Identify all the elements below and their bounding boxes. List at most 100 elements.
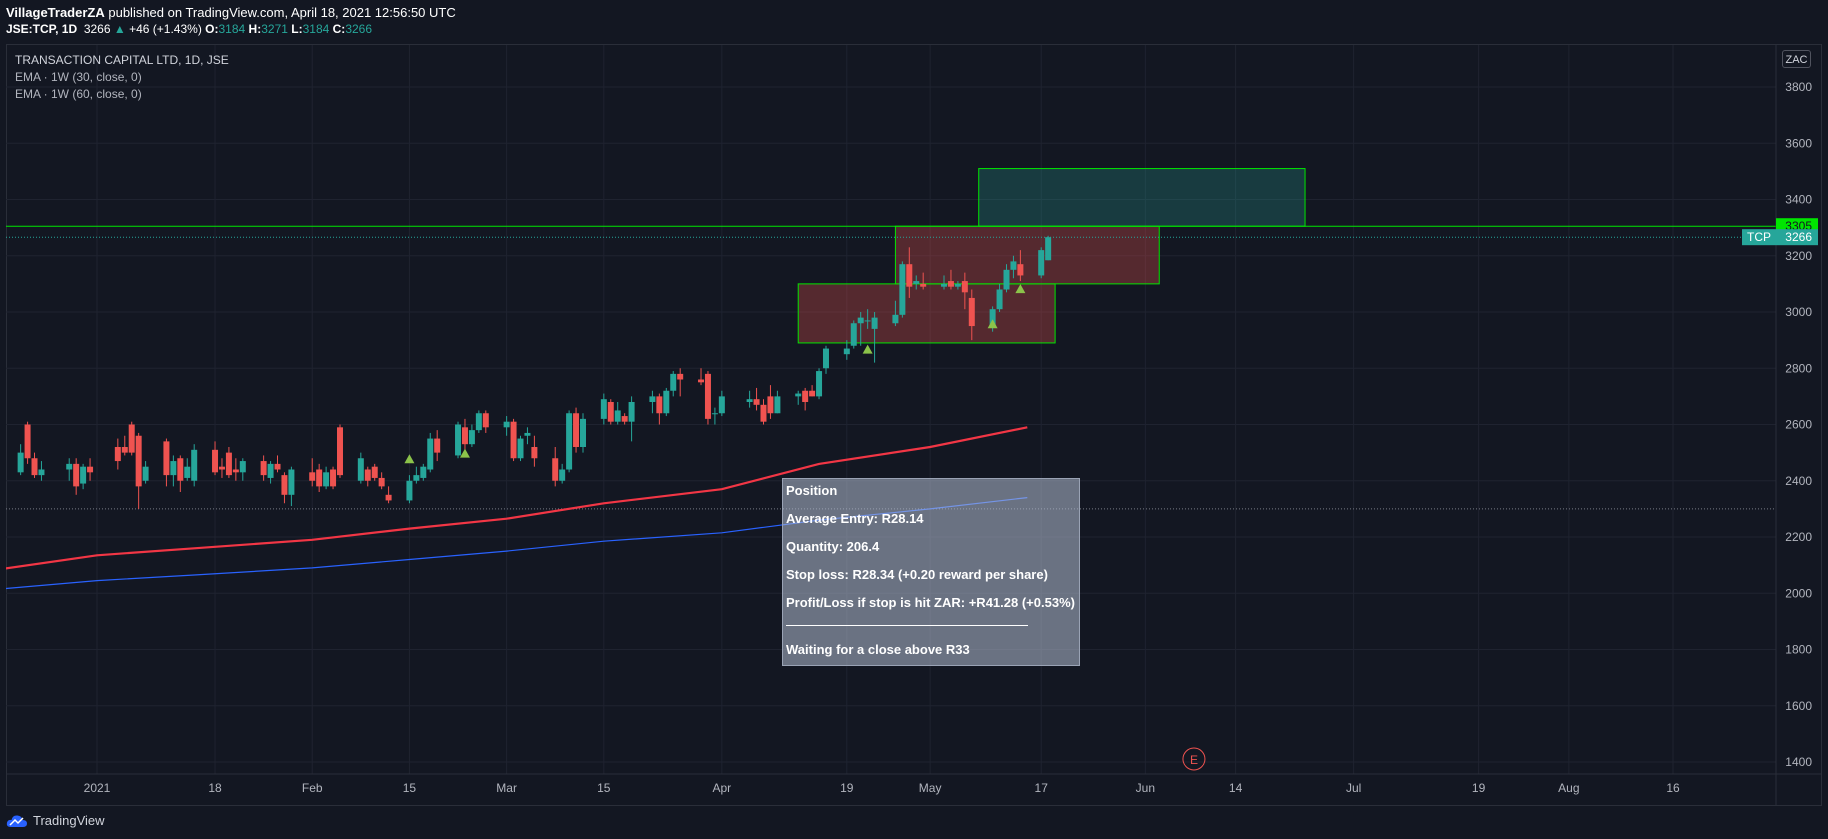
- note-quantity: Quantity: 206.4: [786, 539, 880, 554]
- candle-body: [378, 477, 385, 487]
- candle-body: [802, 390, 809, 402]
- candle-body: [704, 373, 711, 419]
- close-label: C:: [332, 22, 346, 36]
- last-price: 3266: [83, 22, 111, 36]
- candle-body: [760, 404, 767, 422]
- candle-body: [406, 480, 413, 501]
- y-tick-label: 1800: [1785, 643, 1812, 657]
- symbol-ohlc-line: JSE:TCP, 1D 3266 ▲ +46 (+1.43%) O:3184 H…: [6, 22, 372, 36]
- candle-body: [232, 469, 239, 473]
- candle-body: [274, 463, 281, 470]
- candle-body: [163, 441, 170, 476]
- note-waiting: Waiting for a close above R33: [786, 642, 970, 657]
- candle-body: [260, 461, 267, 476]
- candle-body: [913, 281, 920, 284]
- candle-body: [434, 438, 441, 453]
- earnings-marker-label: E: [1190, 753, 1198, 767]
- candle-body: [711, 413, 718, 415]
- x-tick-label: 2021: [84, 781, 111, 795]
- candle-body: [663, 390, 670, 414]
- x-tick-label: 14: [1229, 781, 1243, 795]
- legend-ema60[interactable]: EMA · 1W (60, close, 0): [15, 87, 142, 101]
- y-tick-label: 3200: [1785, 249, 1812, 263]
- x-tick-label: 15: [597, 781, 611, 795]
- tradingview-logo[interactable]: TradingView: [6, 813, 105, 828]
- candle-body: [239, 461, 246, 473]
- candle-body: [698, 379, 705, 383]
- candle-body: [559, 469, 566, 481]
- chart-legend: TRANSACTION CAPITAL LTD, 1D, JSE EMA · 1…: [15, 52, 229, 103]
- x-tick-label: 17: [1035, 781, 1049, 795]
- candle-body: [364, 469, 371, 481]
- candle-body: [718, 396, 725, 414]
- candle-body: [892, 314, 899, 324]
- candle-body: [989, 309, 996, 327]
- y-tick-label: 1400: [1785, 755, 1812, 769]
- y-tick-label: 2200: [1785, 530, 1812, 544]
- candle-body: [330, 469, 337, 487]
- price-change: +46 (+1.43%): [129, 22, 202, 36]
- y-tick-label: 2000: [1785, 586, 1812, 600]
- tradingview-cloud-icon: [6, 814, 27, 827]
- candle-body: [524, 432, 531, 436]
- candle-body: [475, 413, 482, 431]
- candle-body: [73, 463, 80, 487]
- candle-body: [135, 435, 142, 487]
- candle-body: [864, 320, 871, 322]
- candle-body: [87, 466, 94, 473]
- candle-body: [114, 447, 121, 462]
- candle-body: [385, 494, 392, 501]
- candle-body: [503, 421, 510, 428]
- note-separator: [786, 625, 1028, 626]
- candle-body: [24, 424, 31, 459]
- ema30-line: [6, 426, 1028, 570]
- candle-body: [552, 458, 559, 481]
- candle-body: [1010, 261, 1017, 270]
- candle-body: [614, 410, 621, 422]
- buy-signal-icon: [459, 448, 470, 458]
- candle-body: [80, 466, 87, 484]
- legend-ema30[interactable]: EMA · 1W (30, close, 0): [15, 70, 142, 84]
- candle-body: [371, 466, 378, 478]
- buy-signal-icon: [862, 344, 873, 354]
- candle-body: [316, 469, 323, 487]
- candle-body: [600, 399, 607, 419]
- candle-body: [427, 438, 434, 470]
- candle-body: [468, 430, 475, 445]
- y-tick-label: 3800: [1785, 80, 1812, 94]
- tradingview-brand: TradingView: [33, 813, 105, 828]
- candle-body: [579, 418, 586, 447]
- candle-body: [649, 396, 656, 402]
- candle-body: [947, 281, 954, 287]
- open-value: 3184: [218, 22, 246, 36]
- candle-body: [670, 373, 677, 391]
- x-tick-label: May: [919, 781, 942, 795]
- author-name[interactable]: VillageTraderZA: [6, 5, 105, 20]
- candle-body: [66, 463, 73, 470]
- x-tick-label: Jul: [1346, 781, 1361, 795]
- candle-body: [996, 289, 1003, 310]
- up-arrow-icon: ▲: [113, 22, 126, 36]
- note-profit-loss: Profit/Loss if stop is hit ZAR: +R41.28 …: [786, 595, 1075, 610]
- position-note[interactable]: Position Average Entry: R28.14 Quantity:…: [782, 478, 1080, 666]
- x-tick-label: 19: [840, 781, 854, 795]
- candle-body: [38, 469, 45, 476]
- note-average-entry: Average Entry: R28.14: [786, 511, 924, 526]
- candle-body: [607, 402, 614, 422]
- currency-badge[interactable]: ZAC: [1782, 50, 1811, 68]
- symbol-tag: [1742, 229, 1776, 246]
- candle-body: [795, 393, 802, 397]
- legend-title[interactable]: TRANSACTION CAPITAL LTD, 1D, JSE: [15, 53, 229, 67]
- note-stop-loss: Stop loss: R28.34 (+0.20 reward per shar…: [786, 567, 1048, 582]
- footer: [0, 806, 1828, 839]
- candle-body: [968, 297, 975, 327]
- candle-body: [920, 283, 927, 287]
- candle-body: [336, 427, 343, 476]
- candle-body: [809, 390, 816, 397]
- open-label: O:: [205, 22, 219, 36]
- x-tick-label: Mar: [496, 781, 517, 795]
- candle-body: [621, 416, 628, 422]
- candle-body: [455, 424, 462, 456]
- price-chart[interactable]: E 1400 1600 1800 2000 2200 2400 2600 2800 3000 320…: [0, 0, 1828, 806]
- candle-body: [184, 466, 191, 478]
